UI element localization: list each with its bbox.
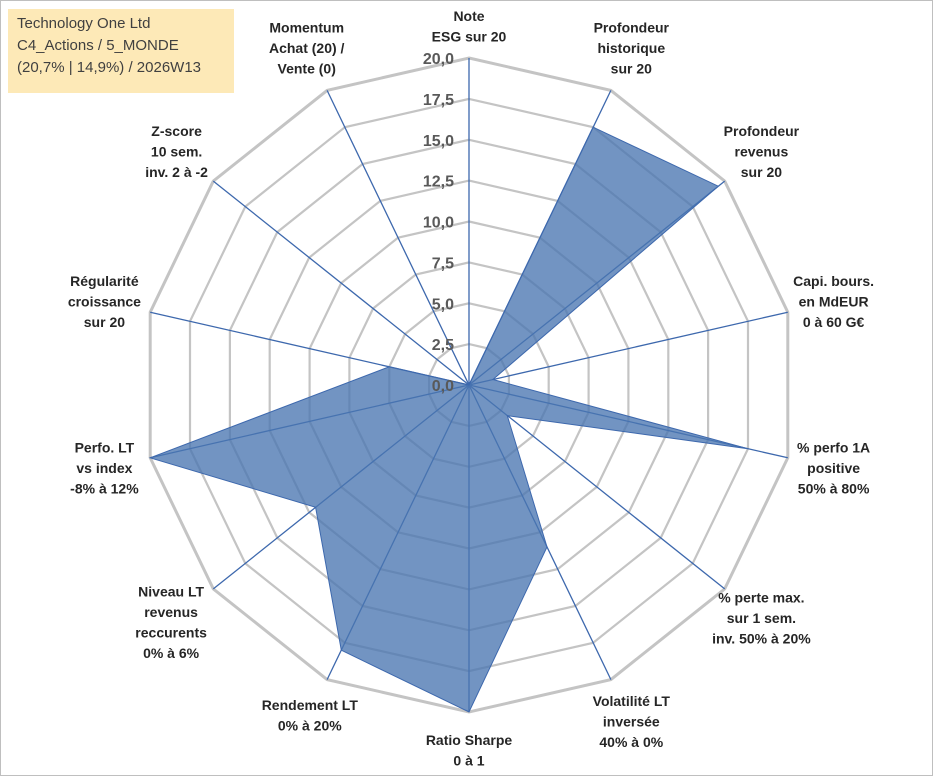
tick-label-3: 7,5 (432, 255, 454, 272)
axis-label-line: sur 20 (84, 314, 125, 330)
tick-label-6: 15,0 (423, 133, 454, 150)
label-layer: Note ESG sur 20 Profondeur historique sur 20… (68, 8, 874, 769)
axis-label-line: % perfo 1A (797, 440, 870, 456)
axis-label-9: Rendement LT 0% à 20% (262, 697, 359, 734)
axis-label-line: Ratio Sharpe (426, 732, 513, 748)
axis-label-line: Profondeur (594, 19, 670, 35)
axis-label-line: % perte max. (718, 589, 804, 605)
axis-label-line: 0 à 1 (453, 753, 484, 769)
tick-label-7: 17,5 (423, 92, 454, 109)
series-area (148, 126, 749, 713)
axis-label-line: inversée (603, 714, 660, 730)
tick-layer: 0,0 2,5 5,0 7,5 10,0 12,5 15,0 17,5 20,0 (423, 51, 454, 395)
axis-label-line: historique (597, 40, 665, 56)
axis-label-6: % perte max. sur 1 sem. inv. 50% à 20% (712, 589, 811, 646)
axis-label-line: Niveau LT (138, 584, 204, 600)
axis-label-line: inv. 50% à 20% (712, 630, 811, 646)
axis-label-line: 0% à 6% (143, 645, 200, 661)
axis-label-line: Perfo. LT (75, 440, 135, 456)
axis-label-line: croissance (68, 294, 141, 310)
axis-label-14: Momentum Achat (20) / Vente (0) (269, 19, 345, 76)
axis-label-line: ESG sur 20 (432, 29, 507, 45)
axis-label-line: 0% à 20% (278, 718, 342, 734)
axis-label-13: Z-score 10 sem. inv. 2 à -2 (145, 123, 208, 180)
axis-label-line: inv. 2 à -2 (145, 164, 208, 180)
axis-label-line: sur 20 (611, 60, 652, 76)
axis-label-line: -8% à 12% (70, 481, 139, 497)
info-box: Technology One Ltd C4_Actions / 5_MONDE … (8, 9, 234, 93)
series-layer (148, 126, 749, 713)
axis-label-2: Profondeur historique sur 20 (594, 19, 670, 76)
axis-label-8: Ratio Sharpe 0 à 1 (426, 732, 513, 769)
axis-label-line: 50% à 80% (798, 481, 870, 497)
axis-label-1: Note ESG sur 20 (432, 8, 507, 45)
axis-label-line: Momentum (269, 19, 344, 35)
axis-label-line: Achat (20) / (269, 40, 345, 56)
axis-label-11: Perfo. LT vs index -8% à 12% (70, 440, 139, 497)
axis-label-10: Niveau LT revenus reccurents 0% à 6% (135, 584, 207, 662)
axis-label-line: Z-score (151, 123, 202, 139)
axis-label-line: Note (453, 8, 484, 24)
tick-label-4: 10,0 (423, 215, 454, 232)
axis-label-line: reccurents (135, 625, 207, 641)
axis-label-line: sur 20 (741, 164, 782, 180)
axis-label-line: 0 à 60 G€ (803, 314, 865, 330)
spoke-4 (468, 311, 788, 386)
axis-label-line: Vente (0) (278, 60, 336, 76)
axis-label-line: positive (807, 460, 860, 476)
spoke-6 (468, 384, 726, 590)
company-name: Technology One Ltd (17, 15, 151, 32)
spoke-14 (326, 90, 470, 386)
axis-label-line: 10 sem. (151, 144, 202, 160)
axis-label-7: Volatilité LT inversée 40% à 0% (593, 693, 671, 750)
tick-label-1: 2,5 (432, 337, 454, 354)
tick-label-8: 20,0 (423, 51, 454, 68)
axis-label-line: Régularité (70, 273, 139, 289)
axis-label-line: Rendement LT (262, 697, 359, 713)
axis-label-line: vs index (76, 460, 132, 476)
axis-label-line: Capi. bours. (793, 273, 874, 289)
axis-label-4: Capi. bours. en MdEUR 0 à 60 G€ (793, 273, 874, 330)
axis-label-line: Volatilité LT (593, 693, 671, 709)
category-text: C4_Actions / 5_MONDE (17, 37, 179, 54)
axis-label-line: sur 1 sem. (727, 610, 796, 626)
axis-label-line: revenus (735, 144, 789, 160)
axis-label-5: % perfo 1A positive 50% à 80% (797, 440, 870, 497)
period-text: (20,7% | 14,9%) / 2026W13 (17, 59, 201, 76)
tick-label-5: 12,5 (423, 174, 454, 191)
tick-label-2: 5,0 (432, 296, 454, 313)
axis-label-line: revenus (144, 604, 198, 620)
axis-label-line: en MdEUR (799, 294, 869, 310)
spoke-13 (212, 180, 470, 386)
axis-label-line: Profondeur (724, 123, 800, 139)
axis-label-line: 40% à 0% (599, 734, 663, 750)
tick-label-0: 0,0 (432, 378, 454, 395)
axis-label-3: Profondeur revenus sur 20 (724, 123, 800, 180)
axis-label-12: Régularité croissance sur 20 (68, 273, 141, 330)
